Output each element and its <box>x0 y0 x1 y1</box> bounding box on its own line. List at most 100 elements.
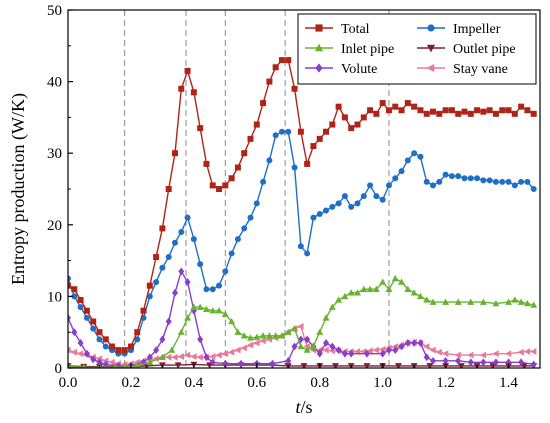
data-point-inlet-pipe <box>429 298 437 305</box>
data-point-stay-vane <box>366 347 373 355</box>
data-point-inlet-pipe <box>203 305 210 312</box>
data-point-total <box>373 110 380 117</box>
data-point-inlet-pipe <box>81 363 87 368</box>
y-axis-title: Entropy production (W/K) <box>8 93 29 285</box>
data-point-impeller <box>499 178 506 185</box>
series-line-impeller <box>68 130 535 355</box>
data-point-stay-vane <box>435 348 443 356</box>
data-point-stay-vane <box>196 353 203 361</box>
data-point-impeller <box>90 325 97 332</box>
data-point-total <box>297 128 304 135</box>
data-point-volute <box>430 356 437 365</box>
data-point-volute <box>492 358 499 367</box>
data-point-total <box>505 107 512 114</box>
data-point-total <box>109 343 116 350</box>
legend-label-volute: Volute <box>341 62 377 77</box>
data-point-impeller <box>492 178 499 185</box>
data-point-outlet-pipe <box>174 362 182 368</box>
data-point-stay-vane <box>259 337 266 345</box>
data-point-stay-vane <box>479 351 487 359</box>
data-point-total <box>165 186 172 192</box>
data-point-impeller <box>480 177 487 184</box>
data-point-impeller <box>316 211 323 218</box>
data-point-total <box>423 110 430 117</box>
data-point-impeller <box>524 178 531 185</box>
data-point-inlet-pipe <box>511 296 519 303</box>
data-point-impeller <box>461 175 468 182</box>
data-point-inlet-pipe <box>505 298 512 305</box>
data-point-total <box>511 110 518 117</box>
data-point-inlet-pipe <box>278 332 286 339</box>
data-point-total <box>190 89 197 96</box>
data-point-impeller <box>77 304 84 311</box>
data-point-inlet-pipe <box>112 363 118 368</box>
data-point-impeller <box>297 243 304 250</box>
data-point-impeller <box>291 164 298 171</box>
data-point-volute <box>442 356 449 365</box>
data-point-total <box>272 64 279 71</box>
data-point-stay-vane <box>171 353 178 361</box>
data-point-volute <box>323 339 330 347</box>
data-point-inlet-pipe <box>442 298 450 305</box>
data-point-inlet-pipe <box>416 292 424 300</box>
data-point-impeller <box>398 168 405 175</box>
data-point-inlet-pipe <box>265 332 273 339</box>
data-point-stay-vane <box>234 346 241 354</box>
data-point-total <box>436 110 443 117</box>
data-point-impeller <box>411 150 418 157</box>
data-point-total <box>310 143 317 150</box>
data-point-impeller <box>304 250 311 257</box>
data-point-volute <box>341 349 348 358</box>
data-point-volute <box>269 359 276 368</box>
data-point-outlet-pipe <box>520 363 528 368</box>
data-point-impeller <box>423 178 430 185</box>
data-point-total <box>367 107 374 114</box>
data-point-inlet-pipe <box>297 342 305 350</box>
data-point-total <box>448 107 455 114</box>
data-point-inlet-pipe <box>190 303 198 310</box>
y-tick-label: 50 <box>47 3 62 19</box>
data-point-total <box>146 282 153 289</box>
data-point-inlet-pipe <box>272 332 280 339</box>
data-point-total <box>102 336 109 343</box>
data-point-impeller <box>266 157 273 164</box>
data-point-total <box>209 182 216 189</box>
data-point-impeller <box>392 175 399 182</box>
data-point-inlet-pipe <box>234 328 242 335</box>
data-point-volute <box>348 349 355 358</box>
data-point-total <box>278 57 285 64</box>
data-point-volute <box>404 339 411 347</box>
data-point-impeller <box>234 236 241 243</box>
data-point-stay-vane <box>423 343 430 350</box>
data-point-volute <box>411 339 418 347</box>
data-point-volute <box>392 346 399 354</box>
data-point-impeller <box>348 203 355 210</box>
data-point-inlet-pipe <box>209 307 217 314</box>
data-point-inlet-pipe <box>423 296 431 303</box>
data-point-total <box>171 150 178 157</box>
x-tick-label: 1.0 <box>373 375 392 391</box>
y-tick-label: 40 <box>47 75 62 91</box>
data-point-total <box>68 282 71 289</box>
series-line-total <box>68 59 535 351</box>
data-point-total <box>247 135 254 142</box>
data-point-total <box>77 296 84 303</box>
data-point-total <box>474 107 481 114</box>
data-point-volute <box>379 349 386 358</box>
data-point-total <box>159 225 166 232</box>
data-point-total <box>266 78 273 85</box>
x-tick-label: 0.2 <box>122 375 141 391</box>
data-point-volute <box>335 346 342 354</box>
data-point-stay-vane <box>108 358 115 366</box>
x-axis-unit: /s <box>301 397 313 417</box>
data-point-stay-vane <box>454 351 461 359</box>
data-point-impeller <box>159 264 166 271</box>
data-point-inlet-pipe <box>228 317 236 325</box>
data-point-impeller <box>68 275 71 282</box>
data-point-total <box>127 343 134 350</box>
data-point-stay-vane <box>492 350 499 358</box>
data-point-volute <box>329 342 336 351</box>
data-point-volute <box>363 349 370 358</box>
data-point-inlet-pipe <box>341 292 349 300</box>
data-point-inlet-pipe <box>360 285 368 292</box>
